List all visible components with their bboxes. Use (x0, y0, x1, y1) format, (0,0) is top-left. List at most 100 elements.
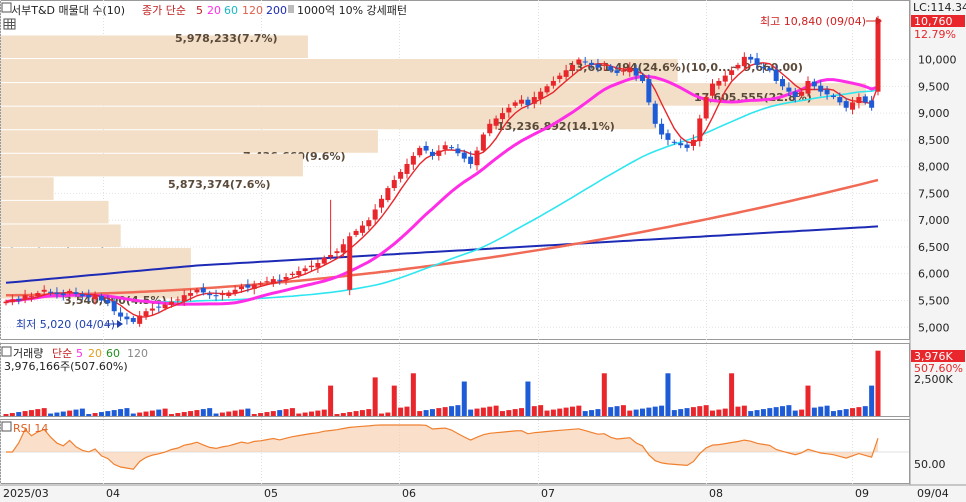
candle (35, 293, 41, 297)
volume-profile-bar (1, 106, 657, 130)
candle (760, 66, 766, 68)
candle (780, 79, 786, 87)
candle (563, 70, 569, 77)
volume-bar (455, 405, 461, 416)
volume-last-label: 3,976K (914, 350, 953, 363)
volume-bar (35, 409, 41, 416)
volume-bar (315, 410, 321, 416)
volume-bar (98, 412, 104, 416)
candle (321, 257, 327, 264)
candle (207, 293, 213, 296)
price-legend: 서부T&D 매물대 수(10) 종가 단순 5 20 60 120 200 10… (1, 2, 407, 30)
candle (665, 133, 671, 140)
volume-bar (194, 410, 200, 416)
candle (296, 271, 302, 276)
candle (92, 295, 98, 300)
volume-bar (442, 407, 448, 416)
candle (48, 291, 54, 293)
rsi-panel (0, 419, 910, 484)
x-axis-label: 08 (709, 487, 723, 500)
rsi-line (6, 424, 879, 470)
candle (124, 316, 130, 320)
price-y-tick: 10,000 (918, 54, 957, 67)
volume-bar (188, 411, 194, 416)
volume-bar (168, 414, 174, 416)
candle (398, 172, 404, 179)
candle (741, 56, 747, 67)
volume-bar (837, 410, 843, 416)
volume-y-tick: 2,500K (914, 373, 953, 386)
candle (219, 294, 225, 296)
volume-bar (175, 413, 181, 416)
candle (359, 225, 365, 233)
candle (105, 299, 111, 304)
candle (805, 80, 811, 94)
candle (143, 311, 149, 317)
candle (162, 304, 168, 309)
candle (614, 70, 620, 73)
volume-bar (773, 407, 779, 416)
price-y-tick: 6,500 (918, 241, 950, 254)
candle (258, 283, 264, 285)
candle (16, 298, 22, 301)
volume-bar (340, 413, 346, 416)
candle (41, 289, 47, 292)
candle (519, 99, 525, 104)
volume-bar (391, 385, 397, 416)
volume-bar (359, 410, 365, 416)
candle (175, 299, 181, 301)
volume-bar (557, 408, 563, 416)
candle (875, 18, 881, 92)
volume-bar (671, 410, 677, 416)
x-axis-last-date: 09/04 (917, 487, 949, 500)
x-axis-label: 04 (106, 487, 120, 500)
volume-bar (875, 350, 881, 416)
table-icon[interactable] (3, 18, 16, 30)
volume-bar (741, 405, 747, 416)
candle (149, 308, 155, 311)
volume-bar (538, 405, 544, 416)
candle (353, 230, 359, 235)
volume-bar (550, 409, 556, 416)
vma120-legend: 120 (127, 347, 148, 360)
volume-bar (461, 381, 467, 416)
volume-profile-bar (1, 224, 121, 248)
volume-bar (347, 412, 353, 416)
candle (671, 141, 677, 143)
volume-bar (487, 406, 493, 416)
volume-bar (410, 373, 416, 416)
low-annotation: 최저 5,020 (04/04) (16, 318, 115, 331)
candle (245, 284, 251, 288)
volume-bar (283, 409, 289, 416)
ma60-legend: 60 (224, 4, 238, 17)
candle (843, 101, 849, 108)
ma120-legend: 120 (242, 4, 263, 17)
volume-bar (200, 409, 206, 416)
volume-bar (232, 410, 238, 416)
volume-bar (207, 408, 213, 416)
volume-bar (690, 407, 696, 416)
legend-profile-label: 1000억 10% 강세패턴 (297, 4, 407, 17)
candle (582, 61, 588, 63)
volume-bar (639, 408, 645, 416)
candle (442, 145, 448, 150)
volume-bar (162, 408, 168, 416)
x-axis-bar (0, 485, 966, 502)
volume-bar (130, 413, 136, 416)
ma20-line (5, 74, 879, 306)
volume-bar (296, 413, 302, 416)
volume-profile-bar (1, 177, 54, 200)
volume-bar (449, 406, 455, 416)
volume-profile-label: 5,873,374(7.6%) (168, 178, 271, 191)
volume-bar (716, 409, 722, 416)
volume-profile-label: 5,978,233(7.7%) (175, 32, 278, 45)
volume-bar (780, 406, 786, 416)
volume-bar (16, 412, 22, 416)
volume-bar (869, 385, 875, 416)
candle (468, 156, 474, 164)
volume-bar (219, 412, 225, 416)
candle (767, 68, 773, 71)
candle (754, 58, 760, 65)
volume-bar (429, 409, 435, 416)
volume-bar (334, 414, 340, 416)
